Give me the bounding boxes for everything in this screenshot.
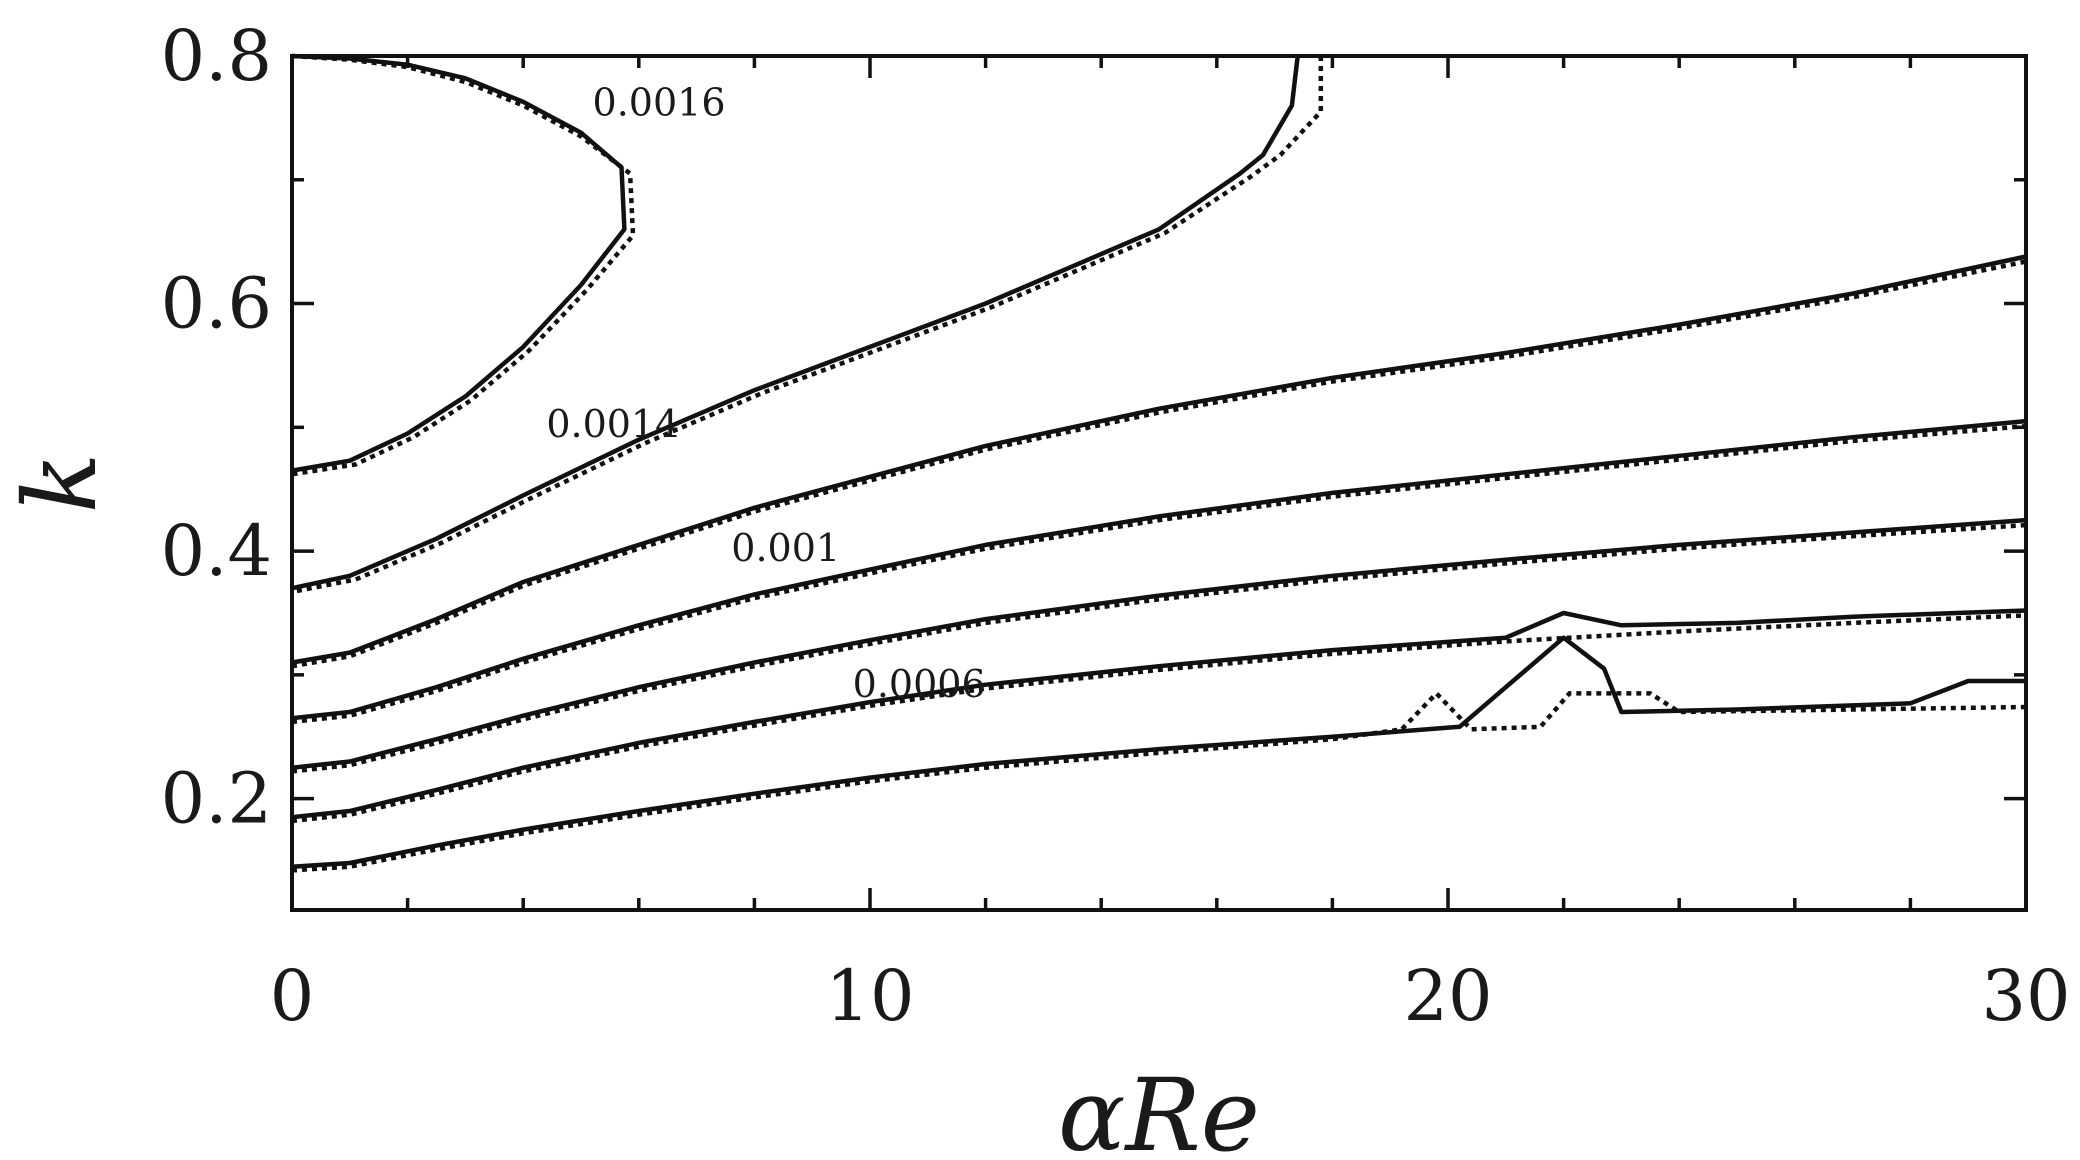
y-tick-label: 0.6	[161, 263, 272, 345]
solid-contour-0	[291, 53, 627, 473]
solid-contour-2	[291, 254, 2027, 665]
x-tick-label: 10	[825, 955, 914, 1037]
contour-labels: 0.0016 0.0014 0.001 0.0006	[546, 80, 985, 706]
x-tick-label: 30	[1981, 955, 2070, 1037]
contour-level-label: 0.0016	[593, 80, 726, 124]
solid-contour-5	[291, 608, 2027, 820]
y-tick-label: 0.2	[161, 758, 272, 840]
solid-contour-1	[291, 55, 1300, 591]
contour-level-label: 0.001	[731, 526, 840, 570]
dotted-contour-2	[291, 259, 2027, 669]
dotted-contour-5	[291, 613, 2027, 824]
tick-labels: 0 10 20 30 0.2 0.4 0.6 0.8	[161, 15, 2071, 1037]
y-axis-label: k	[2, 453, 119, 514]
y-tick-label: 0.4	[161, 510, 272, 592]
dotted-contour-6	[291, 690, 2027, 873]
x-tick-label: 0	[270, 955, 315, 1037]
contour-lines	[291, 53, 2027, 873]
dotted-contour-1	[291, 56, 1324, 595]
dotted-contour-4	[291, 522, 2027, 774]
solid-contour-6	[291, 635, 2026, 869]
x-tick-label: 20	[1403, 955, 1492, 1037]
dotted-contour-3	[291, 423, 2027, 725]
solid-contour-4	[291, 517, 2027, 770]
contour-level-label: 0.0014	[546, 402, 679, 446]
solid-contour-3	[291, 418, 2027, 721]
x-axis-label: αRe	[1058, 1057, 1260, 1160]
plot-frame	[290, 54, 2028, 912]
y-tick-label: 0.8	[161, 15, 272, 97]
contour-level-label: 0.0006	[853, 662, 986, 706]
